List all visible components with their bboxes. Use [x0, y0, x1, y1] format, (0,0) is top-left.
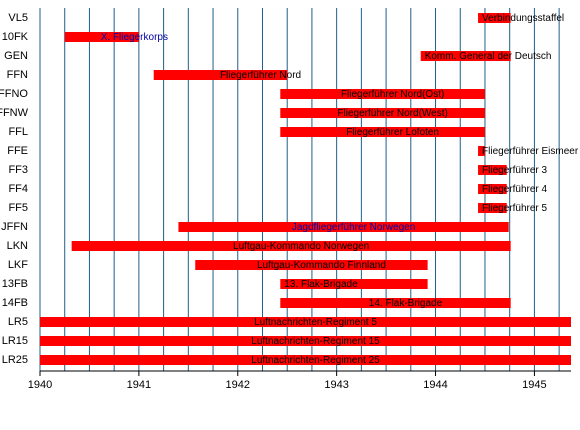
row-label-ffl: FFL	[8, 126, 28, 138]
bar-ffn	[153, 70, 288, 80]
x-ticks-group: 1940 1941 1942 1943 1944 1945	[28, 371, 547, 391]
bar-label-lr15: Luftnachrichten-Regiment 15	[251, 336, 380, 347]
row-labels-group: VL5 10FK GEN FFN FFNO FFNW FFL FFE FF3 FF4 FF5 JFFN…	[0, 12, 29, 366]
row-label-ff5: FF5	[8, 202, 28, 214]
row-label-lr5: LR5	[8, 316, 28, 328]
x-tick-label-1943: 1943	[324, 379, 348, 391]
bar-lkf	[195, 260, 428, 270]
row-label-lkn: LKN	[7, 240, 28, 252]
x-tick-label-1945: 1945	[522, 379, 546, 391]
bar-label-14fb: 14. Flak-Brigade	[369, 298, 443, 309]
bar-label-lr5: Luftnachrichten-Regiment 5	[254, 317, 377, 328]
bars-group	[40, 13, 571, 365]
row-label-lr25: LR25	[2, 354, 28, 366]
bar-ffnw	[280, 108, 485, 118]
row-label-ffnw: FFNW	[0, 107, 29, 119]
row-label-14fb: 14FB	[2, 297, 28, 309]
bar-label-lkf: Luftgau-Kommando Finnland	[257, 260, 386, 271]
bar-label-13fb: 13. Flak-Brigade	[284, 279, 358, 290]
bar-14fb	[280, 298, 511, 308]
row-label-jffn: JFFN	[1, 221, 28, 233]
row-label-13fb: 13FB	[2, 278, 28, 290]
bar-ff5	[478, 203, 507, 213]
bar-label-ffn: Fliegerführer Nord	[220, 70, 301, 81]
bar-label-jffn: Jagdfliegerführer Norwegen	[292, 222, 415, 233]
bar-ff4	[478, 184, 507, 194]
bar-label-ffnw: Fliegerführer Nord(West)	[337, 108, 447, 119]
bar-lr5	[40, 317, 571, 327]
bar-10fk	[64, 32, 139, 42]
bar-gen	[420, 51, 511, 61]
row-label-ffno: FFNO	[0, 88, 28, 100]
bar-label-ffl: Fliegerführer Lofoten	[346, 127, 439, 138]
bar-vl5	[478, 13, 511, 23]
bar-labels-group: Verbindungsstaffel X. Fliegerkorps Komm. G…	[101, 13, 579, 366]
bar-label-ffe: Fliegerführer Eismeer	[482, 146, 579, 157]
x-tick-label-1941: 1941	[127, 379, 151, 391]
bar-label-lr25: Luftnachrichten-Regiment 25	[251, 355, 380, 366]
bar-label-ff3: Fliegerführer 3	[482, 165, 547, 176]
x-tick-label-1940: 1940	[28, 379, 52, 391]
bar-lkn	[71, 241, 511, 251]
bar-lr15	[40, 336, 571, 346]
row-label-ffn: FFN	[7, 69, 28, 81]
row-label-vl5: VL5	[8, 12, 28, 24]
bar-ffl	[280, 127, 485, 137]
bar-13fb	[280, 279, 428, 289]
bar-label-lkn: Luftgau-Kommando Norwegen	[233, 241, 369, 252]
bar-label-vl5: Verbindungsstaffel	[482, 13, 564, 24]
row-label-10fk: 10FK	[2, 31, 29, 43]
bar-label-ffno: Fliegerführer Nord(Ost)	[341, 89, 444, 100]
bar-label-10fk: X. Fliegerkorps	[101, 32, 168, 43]
bar-label-ff5: Fliegerführer 5	[482, 203, 547, 214]
row-label-lr15: LR15	[2, 335, 28, 347]
bar-ffe	[478, 146, 485, 156]
row-label-gen: GEN	[4, 50, 28, 62]
row-label-ffe: FFE	[7, 145, 28, 157]
row-label-ff3: FF3	[8, 164, 28, 176]
bar-lr25	[40, 355, 571, 365]
grid-lines	[39, 8, 560, 371]
x-tick-label-1944: 1944	[423, 379, 447, 391]
bar-jffn	[178, 222, 509, 232]
x-tick-label-1942: 1942	[226, 379, 250, 391]
bar-label-gen: Komm. General der Deutsch	[425, 51, 552, 62]
row-label-ff4: FF4	[8, 183, 28, 195]
bar-label-ff4: Fliegerführer 4	[482, 184, 547, 195]
bar-ff3	[478, 165, 507, 175]
row-label-lkf: LKF	[8, 259, 28, 271]
bar-ffno	[280, 89, 485, 99]
